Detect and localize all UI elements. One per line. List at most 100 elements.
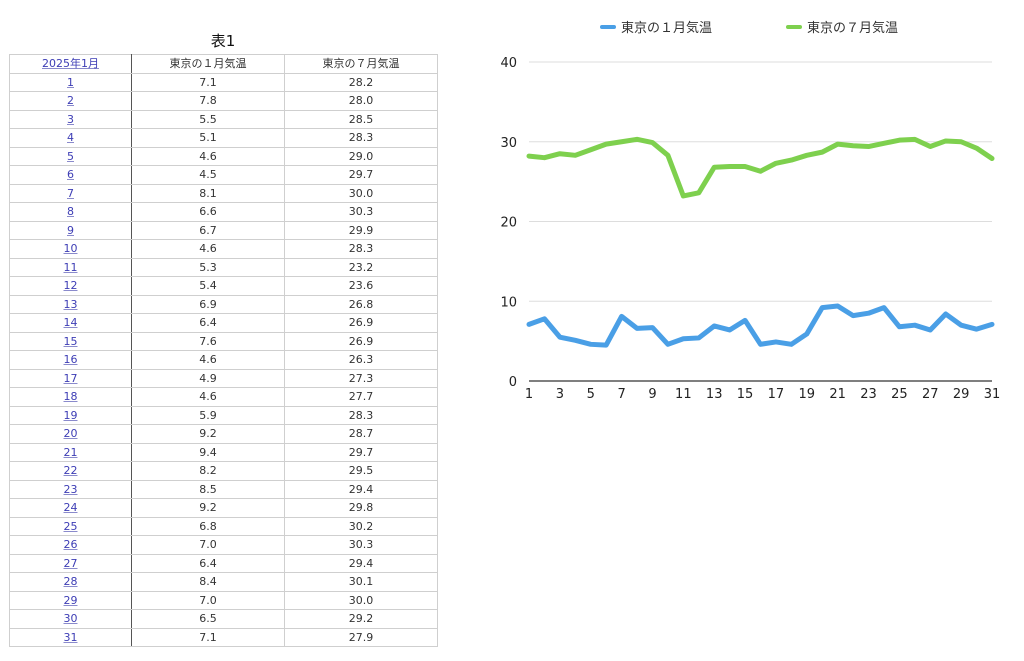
day-cell: 5	[9, 146, 132, 166]
header-january-temp: 東京の１月気温	[131, 54, 285, 74]
table-row: 10 4.6 28.3	[9, 239, 438, 259]
table-row: 1 7.1 28.2	[9, 72, 438, 92]
table-row: 19 5.9 28.3	[9, 405, 438, 425]
table-row: 18 4.6 27.7	[9, 387, 438, 407]
x-tick-label: 13	[706, 387, 723, 402]
x-tick-label: 7	[617, 387, 625, 402]
y-tick-label: 30	[500, 136, 517, 151]
series-line-1	[526, 303, 995, 348]
day-label: 20	[63, 427, 78, 441]
july-temp-cell: 30.3	[284, 202, 438, 222]
header-month: 2025年1月	[9, 54, 132, 74]
july-temp-cell: 23.2	[284, 257, 438, 277]
day-cell: 7	[9, 183, 132, 203]
july-temp-cell: 28.7	[284, 424, 438, 444]
july-temp-cell: 29.5	[284, 461, 438, 481]
day-label: 3	[67, 112, 74, 126]
july-temp-cell: 27.3	[284, 368, 438, 388]
x-tick-label: 21	[829, 387, 846, 402]
day-cell: 20	[9, 424, 132, 444]
day-label: 6	[67, 168, 74, 182]
july-temp-cell: 30.2	[284, 516, 438, 536]
july-temp-cell: 29.4	[284, 479, 438, 499]
july-temp-cell: 28.0	[284, 91, 438, 111]
day-label: 4	[67, 131, 74, 145]
day-label: 27	[63, 556, 78, 570]
january-temp-cell: 4.6	[131, 146, 285, 166]
y-tick-label: 10	[500, 295, 517, 310]
day-label: 1	[67, 75, 74, 89]
table-row: 13 6.9 26.8	[9, 294, 438, 314]
x-tick-label: 17	[768, 387, 785, 402]
table-row: 30 6.5 29.2	[9, 609, 438, 629]
table-row: 6 4.5 29.7	[9, 165, 438, 185]
day-label: 8	[67, 205, 74, 219]
july-temp-cell: 27.9	[284, 627, 438, 647]
day-cell: 13	[9, 294, 132, 314]
day-label: 12	[63, 279, 78, 293]
y-tick-label: 40	[500, 56, 517, 71]
day-cell: 10	[9, 239, 132, 259]
series-line-2	[526, 136, 995, 199]
day-cell: 16	[9, 350, 132, 370]
table-row: 23 8.5 29.4	[9, 479, 438, 499]
january-temp-cell: 5.4	[131, 276, 285, 296]
january-temp-cell: 6.6	[131, 202, 285, 222]
table-row: 22 8.2 29.5	[9, 461, 438, 481]
july-temp-cell: 29.0	[284, 146, 438, 166]
table-row: 2 7.8 28.0	[9, 91, 438, 111]
day-label: 19	[63, 408, 78, 422]
day-cell: 30	[9, 609, 132, 629]
table-row: 21 9.4 29.7	[9, 442, 438, 462]
january-temp-cell: 5.3	[131, 257, 285, 277]
july-temp-cell: 29.2	[284, 609, 438, 629]
day-cell: 28	[9, 572, 132, 592]
table-row: 29 7.0 30.0	[9, 590, 438, 610]
day-cell: 12	[9, 276, 132, 296]
table-row: 14 6.4 26.9	[9, 313, 438, 333]
x-tick-label: 11	[675, 387, 692, 402]
x-tick-label: 31	[984, 387, 1001, 402]
day-cell: 8	[9, 202, 132, 222]
table-row: 9 6.7 29.9	[9, 220, 438, 240]
table-row: 24 9.2 29.8	[9, 498, 438, 518]
july-temp-cell: 28.3	[284, 128, 438, 148]
legend-label: 東京の１月気温	[621, 20, 712, 36]
july-temp-cell: 26.3	[284, 350, 438, 370]
july-temp-cell: 30.1	[284, 572, 438, 592]
july-temp-cell: 30.0	[284, 590, 438, 610]
table-row: 8 6.6 30.3	[9, 202, 438, 222]
table-row: 16 4.6 26.3	[9, 350, 438, 370]
january-temp-cell: 6.8	[131, 516, 285, 536]
temperature-table: 2025年1月 東京の１月気温 東京の７月気温 1 7.1 28.2 2 7.8 28.0…	[9, 54, 438, 647]
table-header-row: 2025年1月 東京の１月気温 東京の７月気温	[9, 54, 438, 74]
table-row: 4 5.1 28.3	[9, 128, 438, 148]
january-temp-cell: 6.4	[131, 313, 285, 333]
day-cell: 25	[9, 516, 132, 536]
table-row: 25 6.8 30.2	[9, 516, 438, 536]
x-tick-label: 25	[891, 387, 908, 402]
july-temp-cell: 29.7	[284, 442, 438, 462]
july-temp-cell: 29.4	[284, 553, 438, 573]
day-cell: 17	[9, 368, 132, 388]
table-row: 20 9.2 28.7	[9, 424, 438, 444]
table-title: 表1	[210, 32, 236, 50]
day-cell: 31	[9, 627, 132, 647]
day-label: 13	[63, 297, 78, 311]
january-temp-cell: 4.9	[131, 368, 285, 388]
july-temp-cell: 29.7	[284, 165, 438, 185]
table-row: 31 7.1 27.9	[9, 627, 438, 647]
january-temp-cell: 7.1	[131, 72, 285, 92]
day-label: 18	[63, 390, 78, 404]
day-cell: 15	[9, 331, 132, 351]
day-label: 25	[63, 519, 78, 533]
table-row: 3 5.5 28.5	[9, 109, 438, 129]
day-cell: 4	[9, 128, 132, 148]
table-row: 17 4.9 27.3	[9, 368, 438, 388]
july-temp-cell: 28.3	[284, 405, 438, 425]
day-cell: 1	[9, 72, 132, 92]
july-temp-cell: 26.9	[284, 331, 438, 351]
x-tick-label: 23	[860, 387, 877, 402]
day-label: 17	[63, 371, 78, 385]
day-label: 16	[63, 353, 78, 367]
